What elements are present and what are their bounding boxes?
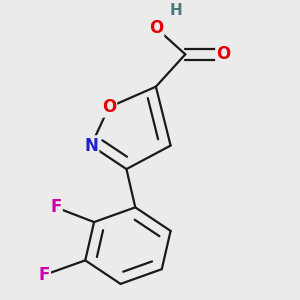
Text: O: O [217, 45, 231, 63]
Text: O: O [102, 98, 116, 116]
Text: F: F [38, 266, 50, 284]
Text: N: N [84, 136, 98, 154]
Text: O: O [149, 19, 163, 37]
Text: F: F [50, 198, 61, 216]
Text: H: H [170, 3, 183, 18]
